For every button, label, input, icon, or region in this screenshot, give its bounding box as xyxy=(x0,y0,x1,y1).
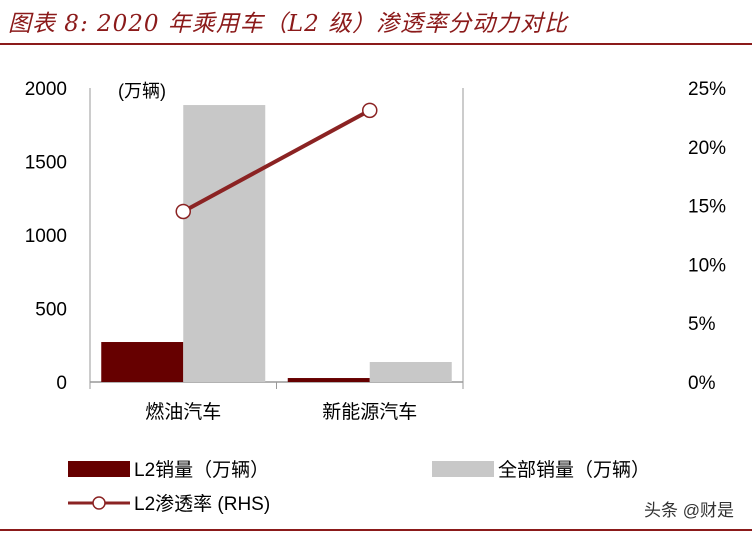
line-point xyxy=(175,203,191,220)
y-tick-label: 0 xyxy=(56,373,67,394)
y2-tick-label: 0% xyxy=(688,373,716,394)
legend-swatch xyxy=(432,460,494,477)
bottom-divider xyxy=(0,529,752,531)
legend-label: L2渗透率 (RHS) xyxy=(134,494,271,515)
line-point xyxy=(362,102,378,119)
unit-label: (万辆) xyxy=(118,81,166,101)
y-tick-label: 1500 xyxy=(25,153,67,174)
x-tick-label: 燃油汽车 xyxy=(145,401,221,423)
line-series xyxy=(182,108,371,214)
bar xyxy=(369,362,452,382)
y2-tick-label: 10% xyxy=(688,255,726,276)
x-tick-label: 新能源汽车 xyxy=(322,401,417,423)
y-tick-label: 500 xyxy=(35,300,67,321)
title-divider xyxy=(0,43,752,45)
y2-tick-label: 5% xyxy=(688,314,716,335)
chart-title: 图表 8: 2020 年乘用车（L2 级）渗透率分动力对比 xyxy=(8,11,569,37)
y-tick-label: 1000 xyxy=(25,226,67,247)
legend-item-l2-sales: L2销量（万辆） xyxy=(68,455,269,482)
bar xyxy=(183,105,266,382)
y2-tick-label: 20% xyxy=(688,138,726,159)
legend-item-penetration: L2渗透率 (RHS) xyxy=(68,489,270,516)
legend-label: L2销量（万辆） xyxy=(134,460,270,481)
y2-tick-label: 15% xyxy=(688,197,726,218)
y2-tick-label: 25% xyxy=(688,79,726,100)
legend-item-total-sales: 全部销量（万辆） xyxy=(432,455,650,482)
watermark: 头条 @财是 xyxy=(644,501,734,520)
legend-line-marker xyxy=(68,495,130,510)
bar xyxy=(287,378,370,382)
y-tick-label: 2000 xyxy=(25,79,67,100)
legend-swatch xyxy=(68,460,130,477)
legend-label: 全部销量（万辆） xyxy=(498,460,651,481)
bar xyxy=(101,342,184,382)
